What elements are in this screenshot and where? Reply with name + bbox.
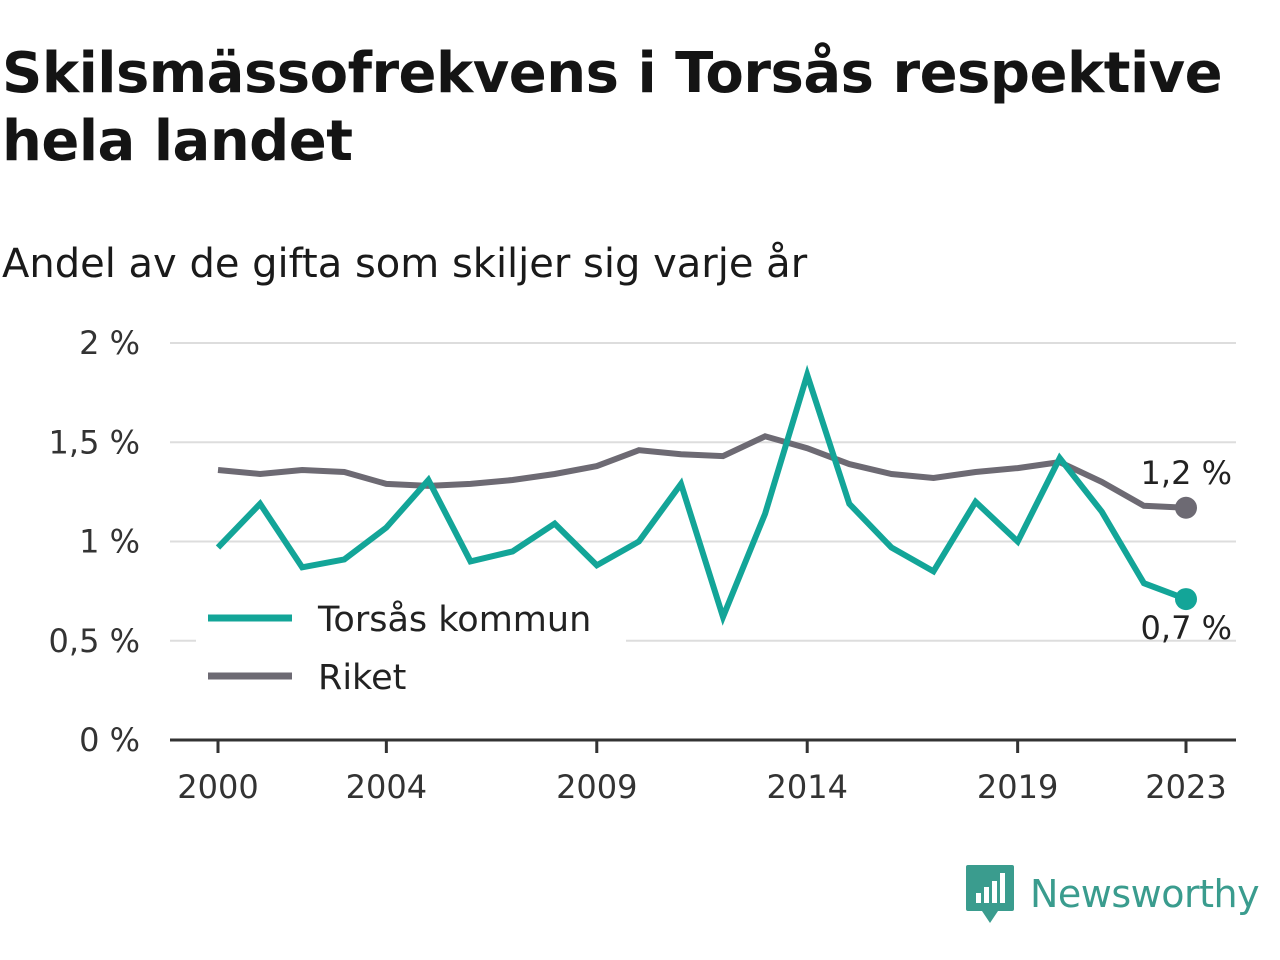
y-tick-label: 1,5 % — [49, 423, 140, 461]
legend: Torsås kommun Riket — [196, 592, 626, 710]
legend-label-torsas: Torsås kommun — [317, 599, 591, 640]
chart-subtitle: Andel av de gifta som skiljer sig varje … — [2, 241, 808, 287]
series — [215, 364, 1197, 626]
end-label-riket: 1,2 % — [1141, 454, 1232, 492]
chart-title: Skilsmässofrekvens i Torsås respektive h… — [2, 41, 1223, 174]
brand-name: Newsworthy — [1030, 872, 1260, 916]
end-label-torsas: 0,7 % — [1141, 609, 1232, 647]
end-point-torsas — [1175, 588, 1197, 611]
newsworthy-logo-icon — [966, 865, 1014, 923]
end-point-riket — [1175, 496, 1197, 519]
series-line-torsas — [215, 364, 1188, 626]
y-tick-label: 1 % — [79, 523, 140, 561]
legend-label-riket: Riket — [318, 658, 406, 698]
y-tick-label: 2 % — [79, 324, 140, 362]
x-tick-label: 2000 — [177, 768, 258, 806]
y-tick-label: 0 % — [79, 721, 140, 759]
newsworthy-logo: Newsworthy — [964, 862, 1260, 926]
x-tick-label: 2019 — [977, 768, 1058, 806]
legend-background — [196, 592, 626, 710]
x-tick-label: 2004 — [346, 768, 427, 806]
x-tick-label: 2009 — [556, 768, 637, 806]
end-labels: 1,2 % 0,7 % — [1141, 454, 1232, 647]
x-tick-label: 2023 — [1145, 768, 1226, 806]
y-axis-tick-labels: 0 % 0,5 % 1 % 1,5 % 2 % — [49, 324, 140, 759]
x-tick-label: 2014 — [766, 768, 847, 806]
y-tick-label: 0,5 % — [49, 622, 140, 660]
series-line-riket — [217, 433, 1187, 511]
x-axis: 2000 2004 2009 2014 2019 2023 — [170, 738, 1236, 806]
